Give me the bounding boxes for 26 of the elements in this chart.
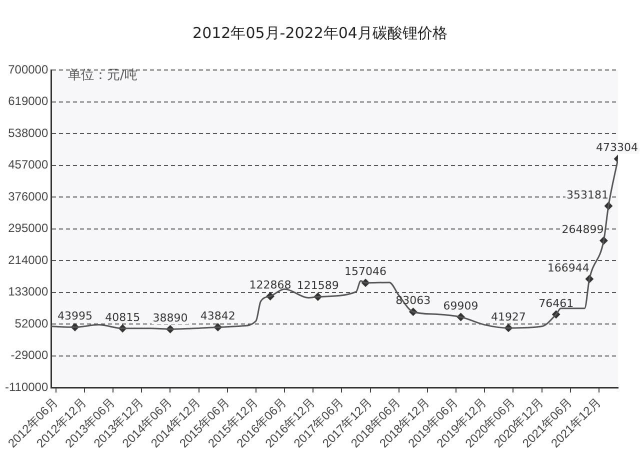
- data-label: 38890: [152, 312, 188, 325]
- y-tick-label: 52000: [14, 316, 48, 330]
- y-tick-label: 376000: [8, 189, 48, 204]
- y-tick-label: 619000: [8, 94, 48, 108]
- data-label: 43995: [57, 310, 92, 323]
- data-label: 473304: [596, 141, 638, 154]
- data-label: 121589: [296, 279, 339, 292]
- y-tick-label: 700000: [8, 62, 48, 76]
- data-label: 353181: [566, 188, 608, 202]
- y-tick-label: 295000: [8, 221, 48, 236]
- chart-title: 2012年05月-2022年04月碳酸锂价格: [192, 24, 448, 43]
- y-tick-label: 133000: [8, 284, 48, 299]
- data-label: 43842: [200, 310, 236, 323]
- data-label: 122868: [249, 278, 292, 292]
- data-label: 41927: [490, 310, 526, 324]
- y-tick-label: 457000: [8, 158, 48, 172]
- y-tick-label: 538000: [8, 126, 48, 140]
- data-label: 157046: [344, 265, 387, 278]
- y-tick-label: -29000: [10, 348, 48, 362]
- data-label: 69909: [443, 299, 478, 312]
- data-label: 264899: [562, 222, 604, 236]
- data-label: 40815: [105, 310, 140, 324]
- y-tick-label: 214000: [8, 252, 48, 267]
- y-tick-label: -110000: [4, 380, 48, 394]
- data-label: 166944: [547, 261, 590, 274]
- data-label: 76461: [538, 296, 574, 310]
